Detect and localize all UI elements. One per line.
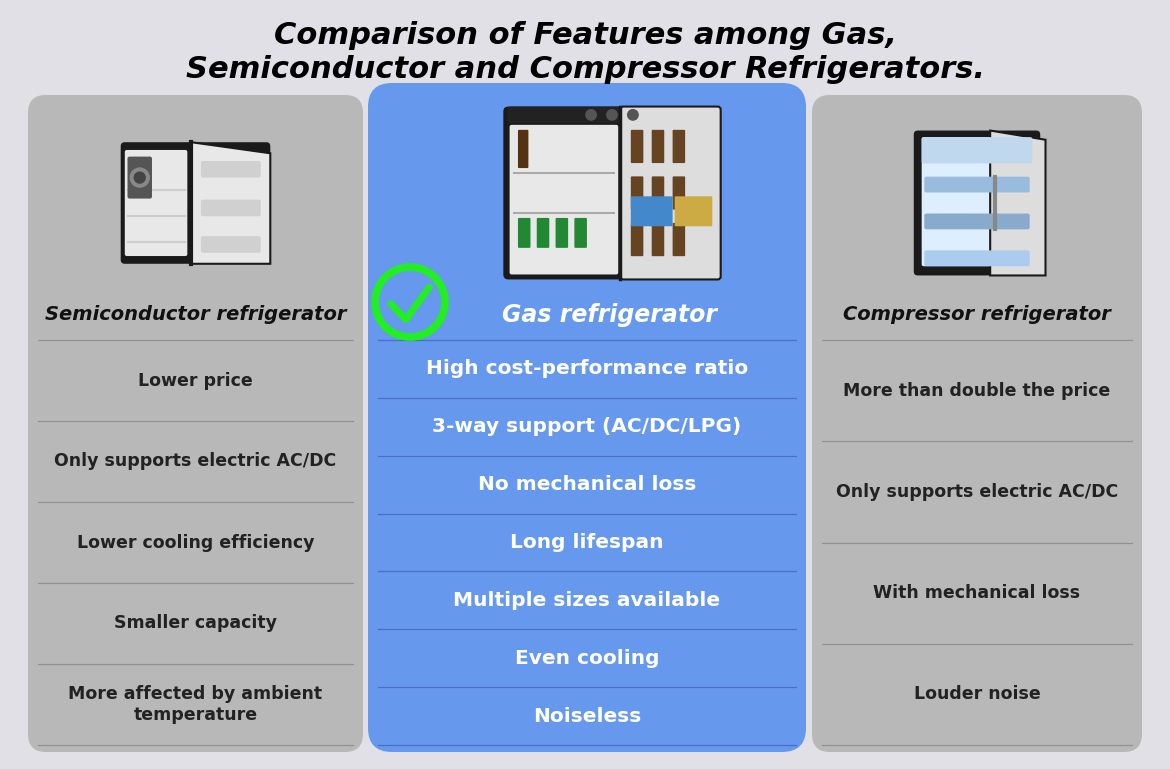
FancyBboxPatch shape [125,150,187,256]
Text: Multiple sizes available: Multiple sizes available [454,591,721,610]
Text: Only supports electric AC/DC: Only supports electric AC/DC [54,452,337,471]
FancyBboxPatch shape [673,176,686,210]
FancyBboxPatch shape [812,95,1142,752]
Polygon shape [990,131,1046,275]
Text: High cost-performance ratio: High cost-performance ratio [426,359,748,378]
FancyBboxPatch shape [201,161,261,178]
FancyBboxPatch shape [924,251,1030,266]
Text: Semiconductor and Compressor Refrigerators.: Semiconductor and Compressor Refrigerato… [186,55,984,85]
Text: Even cooling: Even cooling [515,649,659,667]
Text: Long lifespan: Long lifespan [510,533,663,552]
FancyBboxPatch shape [537,218,549,248]
FancyBboxPatch shape [652,223,665,256]
FancyBboxPatch shape [652,130,665,163]
Circle shape [586,110,597,120]
Text: Smaller capacity: Smaller capacity [113,614,277,632]
Text: More than double the price: More than double the price [844,381,1110,400]
Polygon shape [192,142,270,264]
FancyBboxPatch shape [574,218,587,248]
Text: Louder noise: Louder noise [914,685,1040,704]
FancyBboxPatch shape [673,130,686,163]
Circle shape [130,168,150,187]
FancyBboxPatch shape [508,107,716,123]
FancyBboxPatch shape [201,236,261,253]
FancyBboxPatch shape [922,137,1032,164]
FancyBboxPatch shape [631,130,644,163]
FancyBboxPatch shape [201,200,261,216]
Text: Only supports electric AC/DC: Only supports electric AC/DC [835,483,1119,501]
FancyBboxPatch shape [556,218,569,248]
FancyBboxPatch shape [128,157,152,198]
Text: Lower price: Lower price [138,371,253,390]
Text: Semiconductor refrigerator: Semiconductor refrigerator [44,305,346,325]
Text: Gas refrigerator: Gas refrigerator [502,303,716,327]
FancyBboxPatch shape [121,142,270,264]
FancyBboxPatch shape [673,223,686,256]
FancyBboxPatch shape [675,196,713,226]
Text: With mechanical loss: With mechanical loss [874,584,1081,602]
FancyBboxPatch shape [631,176,644,210]
FancyBboxPatch shape [518,218,530,248]
FancyBboxPatch shape [369,83,806,752]
FancyBboxPatch shape [28,95,363,752]
Circle shape [135,172,145,183]
Text: Compressor refrigerator: Compressor refrigerator [844,305,1112,325]
FancyBboxPatch shape [652,176,665,210]
FancyBboxPatch shape [503,107,721,279]
FancyBboxPatch shape [924,177,1030,192]
Text: Comparison of Features among Gas,: Comparison of Features among Gas, [274,22,896,51]
FancyBboxPatch shape [914,131,1040,275]
Circle shape [627,110,638,120]
FancyBboxPatch shape [631,223,644,256]
FancyBboxPatch shape [510,125,618,275]
Text: 3-way support (AC/DC/LPG): 3-way support (AC/DC/LPG) [433,418,742,436]
Text: Lower cooling efficiency: Lower cooling efficiency [77,534,315,551]
FancyBboxPatch shape [620,107,721,279]
Text: Noiseless: Noiseless [532,707,641,726]
FancyBboxPatch shape [518,130,529,168]
FancyBboxPatch shape [924,214,1030,229]
Text: No mechanical loss: No mechanical loss [477,475,696,494]
FancyBboxPatch shape [922,137,1032,266]
Text: More affected by ambient
temperature: More affected by ambient temperature [68,685,323,724]
FancyBboxPatch shape [631,196,673,226]
Circle shape [607,110,618,120]
